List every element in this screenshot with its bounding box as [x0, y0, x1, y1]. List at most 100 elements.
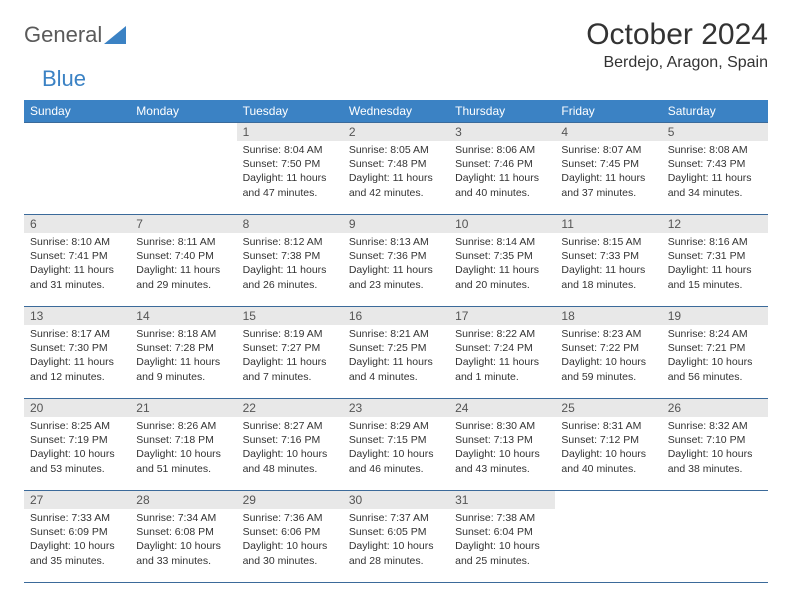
calendar-body: 1Sunrise: 8:04 AMSunset: 7:50 PMDaylight…	[24, 123, 768, 583]
day-number: 7	[130, 215, 236, 233]
day-number: 19	[662, 307, 768, 325]
day-number: 15	[237, 307, 343, 325]
day-number: 2	[343, 123, 449, 141]
calendar-day-cell: 11Sunrise: 8:15 AMSunset: 7:33 PMDayligh…	[555, 215, 661, 307]
day-data: Sunrise: 8:04 AMSunset: 7:50 PMDaylight:…	[237, 141, 343, 204]
day-number: 5	[662, 123, 768, 141]
weekday-header: Wednesday	[343, 100, 449, 123]
day-number: 1	[237, 123, 343, 141]
day-data: Sunrise: 8:12 AMSunset: 7:38 PMDaylight:…	[237, 233, 343, 296]
calendar-day-cell: 13Sunrise: 8:17 AMSunset: 7:30 PMDayligh…	[24, 307, 130, 399]
month-title: October 2024	[586, 18, 768, 52]
calendar-day-cell: 8Sunrise: 8:12 AMSunset: 7:38 PMDaylight…	[237, 215, 343, 307]
day-data: Sunrise: 8:29 AMSunset: 7:15 PMDaylight:…	[343, 417, 449, 480]
day-number: 30	[343, 491, 449, 509]
day-number: 3	[449, 123, 555, 141]
calendar-day-cell: 19Sunrise: 8:24 AMSunset: 7:21 PMDayligh…	[662, 307, 768, 399]
day-number: 8	[237, 215, 343, 233]
calendar-day-cell: 20Sunrise: 8:25 AMSunset: 7:19 PMDayligh…	[24, 399, 130, 491]
day-number: 25	[555, 399, 661, 417]
day-data: Sunrise: 8:26 AMSunset: 7:18 PMDaylight:…	[130, 417, 236, 480]
calendar-day-cell: 6Sunrise: 8:10 AMSunset: 7:41 PMDaylight…	[24, 215, 130, 307]
calendar-week-row: 20Sunrise: 8:25 AMSunset: 7:19 PMDayligh…	[24, 399, 768, 491]
day-number: 17	[449, 307, 555, 325]
weekday-header: Saturday	[662, 100, 768, 123]
calendar-week-row: 13Sunrise: 8:17 AMSunset: 7:30 PMDayligh…	[24, 307, 768, 399]
calendar-header-row: SundayMondayTuesdayWednesdayThursdayFrid…	[24, 100, 768, 123]
day-number: 4	[555, 123, 661, 141]
calendar-day-cell: 10Sunrise: 8:14 AMSunset: 7:35 PMDayligh…	[449, 215, 555, 307]
calendar-day-cell: 9Sunrise: 8:13 AMSunset: 7:36 PMDaylight…	[343, 215, 449, 307]
day-number: 23	[343, 399, 449, 417]
day-number: 24	[449, 399, 555, 417]
day-data: Sunrise: 8:23 AMSunset: 7:22 PMDaylight:…	[555, 325, 661, 388]
calendar-day-cell: 31Sunrise: 7:38 AMSunset: 6:04 PMDayligh…	[449, 491, 555, 583]
title-block: October 2024 Berdejo, Aragon, Spain	[586, 18, 768, 72]
calendar-day-cell: 4Sunrise: 8:07 AMSunset: 7:45 PMDaylight…	[555, 123, 661, 215]
calendar-day-cell: 14Sunrise: 8:18 AMSunset: 7:28 PMDayligh…	[130, 307, 236, 399]
day-number: 22	[237, 399, 343, 417]
calendar-day-cell: 26Sunrise: 8:32 AMSunset: 7:10 PMDayligh…	[662, 399, 768, 491]
day-data: Sunrise: 7:34 AMSunset: 6:08 PMDaylight:…	[130, 509, 236, 572]
calendar-page: General October 2024 Berdejo, Aragon, Sp…	[0, 0, 792, 601]
calendar-day-cell: 24Sunrise: 8:30 AMSunset: 7:13 PMDayligh…	[449, 399, 555, 491]
calendar-day-cell: 30Sunrise: 7:37 AMSunset: 6:05 PMDayligh…	[343, 491, 449, 583]
day-data: Sunrise: 8:11 AMSunset: 7:40 PMDaylight:…	[130, 233, 236, 296]
day-number: 28	[130, 491, 236, 509]
weekday-header: Monday	[130, 100, 236, 123]
calendar-day-cell: 12Sunrise: 8:16 AMSunset: 7:31 PMDayligh…	[662, 215, 768, 307]
calendar-table: SundayMondayTuesdayWednesdayThursdayFrid…	[24, 100, 768, 583]
calendar-day-cell: 5Sunrise: 8:08 AMSunset: 7:43 PMDaylight…	[662, 123, 768, 215]
day-data: Sunrise: 8:15 AMSunset: 7:33 PMDaylight:…	[555, 233, 661, 296]
logo-text-general: General	[24, 22, 102, 48]
day-data: Sunrise: 7:33 AMSunset: 6:09 PMDaylight:…	[24, 509, 130, 572]
day-number: 18	[555, 307, 661, 325]
calendar-day-cell: 23Sunrise: 8:29 AMSunset: 7:15 PMDayligh…	[343, 399, 449, 491]
day-data: Sunrise: 8:17 AMSunset: 7:30 PMDaylight:…	[24, 325, 130, 388]
day-data: Sunrise: 8:06 AMSunset: 7:46 PMDaylight:…	[449, 141, 555, 204]
calendar-day-cell	[24, 123, 130, 215]
day-data: Sunrise: 8:18 AMSunset: 7:28 PMDaylight:…	[130, 325, 236, 388]
weekday-header: Friday	[555, 100, 661, 123]
day-number: 14	[130, 307, 236, 325]
day-data: Sunrise: 8:16 AMSunset: 7:31 PMDaylight:…	[662, 233, 768, 296]
day-data: Sunrise: 8:22 AMSunset: 7:24 PMDaylight:…	[449, 325, 555, 388]
day-number: 9	[343, 215, 449, 233]
calendar-day-cell: 25Sunrise: 8:31 AMSunset: 7:12 PMDayligh…	[555, 399, 661, 491]
weekday-header: Sunday	[24, 100, 130, 123]
calendar-day-cell: 15Sunrise: 8:19 AMSunset: 7:27 PMDayligh…	[237, 307, 343, 399]
day-number: 11	[555, 215, 661, 233]
day-number: 12	[662, 215, 768, 233]
weekday-header: Thursday	[449, 100, 555, 123]
calendar-day-cell	[555, 491, 661, 583]
day-data: Sunrise: 8:07 AMSunset: 7:45 PMDaylight:…	[555, 141, 661, 204]
calendar-day-cell: 28Sunrise: 7:34 AMSunset: 6:08 PMDayligh…	[130, 491, 236, 583]
calendar-day-cell: 27Sunrise: 7:33 AMSunset: 6:09 PMDayligh…	[24, 491, 130, 583]
day-number: 16	[343, 307, 449, 325]
calendar-week-row: 1Sunrise: 8:04 AMSunset: 7:50 PMDaylight…	[24, 123, 768, 215]
day-data: Sunrise: 8:08 AMSunset: 7:43 PMDaylight:…	[662, 141, 768, 204]
calendar-day-cell: 1Sunrise: 8:04 AMSunset: 7:50 PMDaylight…	[237, 123, 343, 215]
calendar-day-cell: 18Sunrise: 8:23 AMSunset: 7:22 PMDayligh…	[555, 307, 661, 399]
location-label: Berdejo, Aragon, Spain	[586, 54, 768, 72]
calendar-week-row: 6Sunrise: 8:10 AMSunset: 7:41 PMDaylight…	[24, 215, 768, 307]
calendar-day-cell: 29Sunrise: 7:36 AMSunset: 6:06 PMDayligh…	[237, 491, 343, 583]
calendar-day-cell: 7Sunrise: 8:11 AMSunset: 7:40 PMDaylight…	[130, 215, 236, 307]
day-data: Sunrise: 8:05 AMSunset: 7:48 PMDaylight:…	[343, 141, 449, 204]
day-data: Sunrise: 8:21 AMSunset: 7:25 PMDaylight:…	[343, 325, 449, 388]
day-data: Sunrise: 8:27 AMSunset: 7:16 PMDaylight:…	[237, 417, 343, 480]
calendar-day-cell: 16Sunrise: 8:21 AMSunset: 7:25 PMDayligh…	[343, 307, 449, 399]
calendar-day-cell: 21Sunrise: 8:26 AMSunset: 7:18 PMDayligh…	[130, 399, 236, 491]
day-data: Sunrise: 7:36 AMSunset: 6:06 PMDaylight:…	[237, 509, 343, 572]
weekday-header: Tuesday	[237, 100, 343, 123]
day-number: 20	[24, 399, 130, 417]
day-data: Sunrise: 8:32 AMSunset: 7:10 PMDaylight:…	[662, 417, 768, 480]
day-data: Sunrise: 7:37 AMSunset: 6:05 PMDaylight:…	[343, 509, 449, 572]
calendar-day-cell: 2Sunrise: 8:05 AMSunset: 7:48 PMDaylight…	[343, 123, 449, 215]
calendar-day-cell: 22Sunrise: 8:27 AMSunset: 7:16 PMDayligh…	[237, 399, 343, 491]
day-data: Sunrise: 8:25 AMSunset: 7:19 PMDaylight:…	[24, 417, 130, 480]
day-number: 29	[237, 491, 343, 509]
triangle-icon	[104, 26, 126, 44]
day-data: Sunrise: 8:31 AMSunset: 7:12 PMDaylight:…	[555, 417, 661, 480]
day-data: Sunrise: 8:14 AMSunset: 7:35 PMDaylight:…	[449, 233, 555, 296]
